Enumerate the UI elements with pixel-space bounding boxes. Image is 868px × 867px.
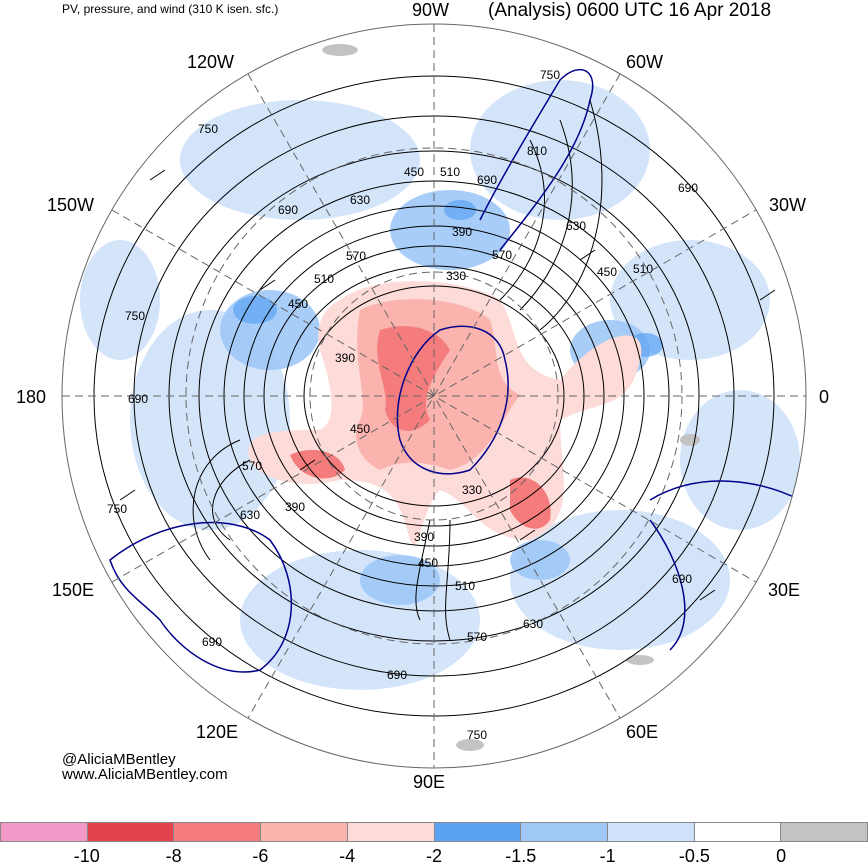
lon-label-60w: 60W (626, 52, 664, 72)
contour-label: 450 (288, 297, 308, 311)
contour-label: 750 (198, 122, 218, 136)
wind-barbs (119, 169, 776, 601)
colorbar-cell (780, 822, 868, 842)
contour-label: 510 (455, 579, 475, 593)
contour-label: 750 (107, 502, 127, 516)
lon-label-30e: 30E (768, 580, 801, 600)
lon-label-0: 0 (819, 387, 830, 407)
lon-label-30w: 30W (769, 195, 807, 215)
analysis-time-title: (Analysis) 0600 UTC 16 Apr 2018 (488, 0, 772, 21)
colorbar-cell (260, 822, 347, 842)
contour-label: 570 (467, 630, 487, 644)
contour-label: 570 (492, 248, 512, 262)
contour-label: 390 (414, 530, 434, 544)
colorbar-cell (606, 822, 694, 842)
contour-label: 750 (467, 728, 487, 742)
credit-website: www.AliciaMBentley.com (62, 766, 228, 783)
contour-label: 630 (523, 617, 543, 631)
contour-label: 450 (418, 556, 438, 570)
lon-label-90w: 90W (412, 0, 450, 20)
map-boundary (61, 23, 807, 769)
colorbar-tick-label: -8 (165, 846, 182, 866)
contour-label: 810 (527, 144, 547, 158)
contour-label: 690 (128, 392, 148, 406)
lon-label-120e: 120E (196, 722, 239, 742)
contour-label: 750 (125, 309, 145, 323)
map-subtitle: PV, pressure, and wind (310 K isen. sfc.… (62, 2, 279, 16)
colorbar-tick-label: -4 (339, 846, 356, 866)
contour-label: 690 (477, 173, 497, 187)
contour-label: 390 (452, 225, 472, 239)
colorbar-tick-label: -0.5 (678, 846, 710, 866)
lon-label-90e: 90E (413, 772, 446, 792)
lon-label-60e: 60E (626, 722, 659, 742)
colorbar (0, 822, 868, 842)
contour-label: 630 (350, 193, 370, 207)
contour-label: 750 (540, 68, 560, 82)
colorbar-tick-label: -1 (599, 846, 616, 866)
contour-label: 630 (240, 508, 260, 522)
contour-label: 450 (350, 422, 370, 436)
colorbar-tick-label: -2 (425, 846, 443, 866)
contour-label: 450 (597, 265, 617, 279)
colorbar-cell (86, 822, 174, 842)
contour-label: 330 (446, 269, 466, 283)
contour-label: 390 (335, 351, 355, 365)
colorbar-tick-label: -10 (73, 846, 100, 866)
polar-map: 750 690 630 570 510 450 390 330 450 510 … (61, 23, 807, 769)
contour-label: 510 (314, 272, 334, 286)
colorbar-cell (520, 822, 607, 842)
contour-label: 690 (672, 572, 692, 586)
contour-label: 690 (278, 203, 298, 217)
colorbar-cell (346, 822, 434, 842)
contour-label: 690 (678, 181, 698, 195)
colorbar-cell (173, 822, 261, 842)
contour-label: 510 (633, 262, 653, 276)
colorbar-tick-label: 0 (776, 846, 787, 866)
contour-label: 690 (202, 635, 222, 649)
lon-label-150e: 150E (52, 580, 95, 600)
contour-label: 450 (404, 165, 424, 179)
contour-labels: 750 690 630 570 510 450 390 330 450 510 … (107, 68, 698, 742)
colorbar-cell (693, 822, 781, 842)
credit-handle: @AliciaMBentley (62, 751, 176, 768)
colorbar-labels: -10 -8 -6 -4 -2 -1.5 -1 -0.5 0 (0, 846, 868, 866)
colorbar-cell (0, 822, 87, 842)
lon-label-180: 180 (16, 387, 47, 407)
colorbar-cell (433, 822, 521, 842)
map-disk: 750 690 630 570 510 450 390 330 450 510 … (62, 24, 806, 768)
contour-label: 690 (387, 668, 407, 682)
contour-label: 570 (346, 249, 366, 263)
graticule (62, 24, 806, 768)
lon-label-150w: 150W (47, 195, 95, 215)
colorbar-tick-label: -1.5 (505, 846, 537, 866)
lon-label-120w: 120W (187, 52, 235, 72)
colorbar-tick-label: -6 (252, 846, 269, 866)
contour-label: 390 (285, 500, 305, 514)
contour-label: 630 (566, 219, 586, 233)
contour-label: 510 (440, 165, 460, 179)
contour-label: 330 (462, 483, 482, 497)
contour-label: 570 (242, 459, 262, 473)
